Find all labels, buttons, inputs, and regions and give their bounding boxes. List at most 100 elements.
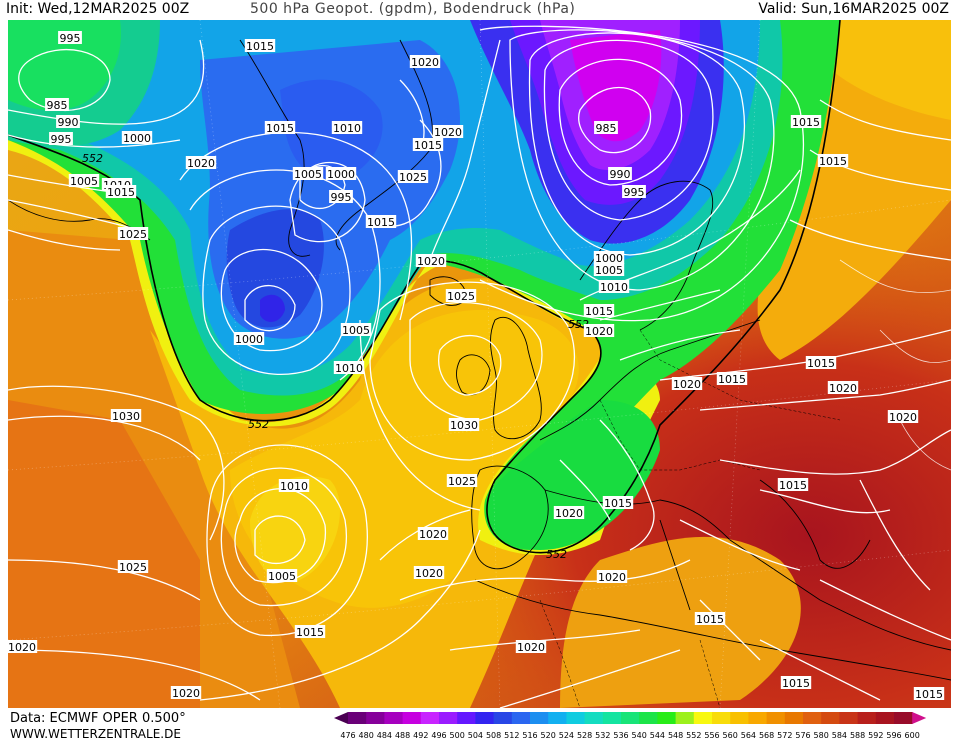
isobar-label: 995 (624, 186, 645, 199)
colorbar-tick-label: 516 (522, 731, 537, 740)
isobar-label-box (412, 138, 444, 151)
isobar-label: 1000 (327, 168, 355, 181)
isobar-label-box (325, 167, 357, 180)
colorbar-swatch (839, 712, 859, 724)
colorbar-tick-label: 596 (886, 731, 901, 740)
isobar-label-box (583, 324, 615, 337)
colorbar-tick-label: 476 (340, 731, 355, 740)
isobar-label: 1025 (119, 228, 147, 241)
isobar-label: 1020 (411, 56, 439, 69)
colorbar-swatch (875, 712, 895, 724)
contour-552-line (8, 20, 841, 554)
data-source-label: Data: ECMWF OPER 0.500° (10, 711, 186, 726)
colorbar-tick-label: 580 (814, 731, 829, 740)
colorbar-swatch (439, 712, 458, 724)
isobar-label-box (445, 289, 477, 302)
colorbar: 476 480 484 488 492 496 500 504 508 512 516 520 524 5… (334, 712, 927, 740)
isobar-label: 990 (610, 168, 631, 181)
isobar-label-box (694, 612, 726, 625)
isobar-label: 1005 (294, 168, 322, 181)
isobar-label-box (8, 640, 38, 653)
isobar-label: 1020 (829, 382, 857, 395)
colorbar-swatch (730, 712, 749, 724)
colorbar-swatch (894, 712, 913, 724)
scandinavia-coast (579, 180, 714, 331)
isobar-label: 1000 (235, 333, 263, 346)
italy-coast (659, 519, 691, 611)
colorbar-tick-label: 592 (868, 731, 883, 740)
isobar-label-box (515, 640, 547, 653)
isobar-label: 1020 (673, 378, 701, 391)
isobar-label: 1015 (779, 479, 807, 492)
chart-header: Init: Wed,12MAR2025 00Z 500 hPa Geopot. … (0, 0, 959, 20)
isobar-label-box (913, 687, 945, 700)
colorbar-swatch (348, 712, 367, 724)
isobar-label: 1025 (447, 290, 475, 303)
iberia-coast (471, 465, 549, 570)
colorbar-tick-label: 524 (559, 731, 574, 740)
colorbar-swatch (548, 712, 567, 724)
isobar-label: 1020 (585, 325, 613, 338)
isobar-label: 1020 (172, 687, 200, 700)
colorbar-swatch (621, 712, 640, 724)
orange-deep-southwest (8, 400, 200, 708)
isobar-label: 1020 (889, 411, 917, 424)
weather-map: 552 552 552 552 995985990995100010051010… (8, 20, 951, 708)
coastlines-warm-region (839, 259, 951, 471)
isobar-label: 1005 (342, 324, 370, 337)
isobar-label-box (594, 121, 618, 134)
footer: Data: ECMWF OPER 0.500° WWW.WETTERZENTRA… (0, 708, 959, 741)
isobar-label: 1015 (807, 357, 835, 370)
chart-title: 500 hPa Geopot. (gpdm), Bodendruck (hPa) (250, 1, 576, 17)
isobar-label-box (233, 332, 265, 345)
isobar-label-box (583, 304, 615, 317)
isobar-label-box (68, 174, 100, 187)
graticule (8, 20, 951, 708)
deep-low-magenta (570, 30, 662, 142)
isobar-label-box (117, 560, 149, 573)
colorbar-swatch (402, 712, 422, 724)
isobar-label-box (413, 566, 445, 579)
isobar-label: 1020 (8, 641, 36, 654)
colorbar-swatch (475, 712, 495, 724)
isobar-label-box (596, 570, 628, 583)
isobar-label: 1015 (718, 373, 746, 386)
isobar-label-box (817, 154, 849, 167)
isobar-label-box (622, 185, 646, 198)
colorbar-tick-label: 496 (431, 731, 446, 740)
colorbar-tick-label: 532 (595, 731, 610, 740)
colorbar-tick-label: 588 (850, 731, 865, 740)
colorbar-tick-label: 564 (741, 731, 756, 740)
colorbar-tick-label: 572 (777, 731, 792, 740)
border-north-africa-a (539, 599, 581, 708)
isobar-label: 1025 (399, 171, 427, 184)
isobar-label-box (266, 569, 298, 582)
colorbar-tick-label: 584 (832, 731, 847, 740)
isobar-label-box (185, 156, 217, 169)
colorbar-tick-label: 556 (704, 731, 719, 740)
isobar-label-box (417, 527, 449, 540)
isobar-label-box (294, 625, 326, 638)
colorbar-tick-label: 484 (377, 731, 392, 740)
isobar-label: 1020 (517, 641, 545, 654)
isobar-label-box (671, 377, 703, 390)
isobar-label-box (121, 131, 153, 144)
contour-552-labels: 552 552 552 552 (82, 152, 589, 561)
low-core-blue (226, 209, 324, 328)
website-label: WWW.WETTERZENTRALE.DE (10, 727, 181, 741)
isobar-label: 1025 (448, 475, 476, 488)
label-552-d: 552 (546, 548, 567, 561)
colorbar-swatch (530, 712, 549, 724)
isobar-label-box (602, 496, 634, 509)
isobar-label: 1020 (434, 126, 462, 139)
cutoff-low-yellow (250, 476, 340, 582)
isobar-label-box (365, 215, 397, 228)
isobar-label-box (264, 121, 296, 134)
border-north-africa-b (699, 639, 721, 708)
isobar-label: 1005 (268, 570, 296, 583)
isobar-label-box (593, 263, 625, 276)
isobar-label: 1025 (119, 561, 147, 574)
isobar-label-box (340, 323, 372, 336)
isobar-label-box (333, 361, 365, 374)
isobar-label-box (593, 251, 625, 264)
